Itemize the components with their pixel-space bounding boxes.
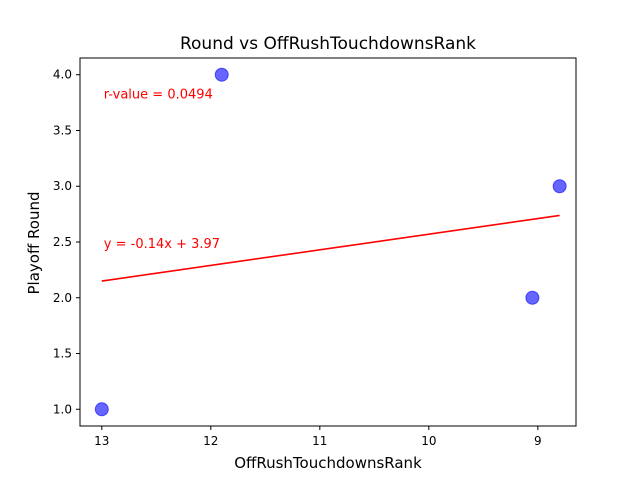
data-point <box>94 402 109 417</box>
y-tick-label: 3.5 <box>53 123 72 137</box>
y-tick-label: 1.5 <box>53 347 72 361</box>
x-tick-label: 10 <box>421 434 436 448</box>
x-tick-label: 12 <box>203 434 218 448</box>
regression-line <box>101 214 560 282</box>
y-tick-label: 2.0 <box>53 291 72 305</box>
y-tick-label: 4.0 <box>53 68 72 82</box>
y-tick-label: 1.0 <box>53 402 72 416</box>
data-point <box>214 67 229 82</box>
annotation-text: y = -0.14x + 3.97 <box>104 237 220 252</box>
y-axis-label: Playoff Round <box>25 191 43 294</box>
plot-frame <box>79 57 577 427</box>
x-axis-label: OffRushTouchdownsRank <box>234 454 422 472</box>
x-tick-label: 13 <box>94 434 109 448</box>
y-tick-label: 2.5 <box>53 235 72 249</box>
x-tick-label: 9 <box>534 434 542 448</box>
x-tick-label: 11 <box>312 434 327 448</box>
data-point <box>552 179 567 194</box>
annotation-text: r-value = 0.0494 <box>104 88 213 103</box>
y-tick-label: 3.0 <box>53 179 72 193</box>
chart-title: Round vs OffRushTouchdownsRank <box>180 34 476 54</box>
data-point <box>525 290 540 305</box>
